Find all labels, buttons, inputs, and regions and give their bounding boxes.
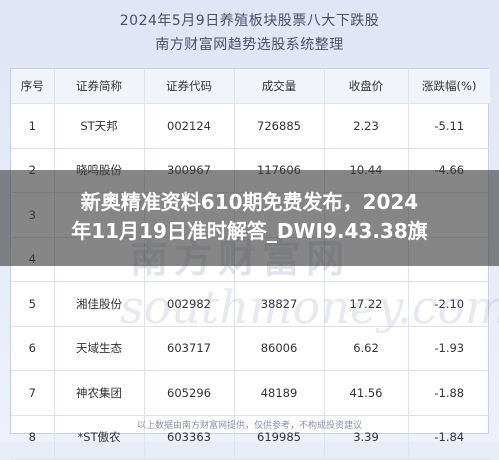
col-header-index: 序号	[11, 69, 55, 104]
page-title: 2024年5月9日养殖板块股票八大下跌股	[119, 13, 380, 29]
table-row: 5 湘佳股份 002982 38827 17.22 -2.10	[11, 281, 490, 327]
table-row: 6 天域生态 603717 86006 6.62 -1.93	[11, 326, 490, 371]
cell-close: 2.23	[324, 103, 409, 149]
overlay-banner: 新奥精准资料610期免费发布，2024 年11月19日准时解答_DWI9.43.…	[0, 170, 499, 266]
cell-volume: 726885	[234, 103, 325, 149]
cell-change: -5.11	[408, 103, 490, 149]
cell-close: 41.56	[324, 370, 409, 416]
col-header-volume: 成交量	[234, 69, 325, 104]
banner-line-2: 年11月19日准时解答_DWI9.43.38旗	[71, 219, 428, 243]
overlay-banner-text: 新奥精准资料610期免费发布，2024 年11月19日准时解答_DWI9.43.…	[0, 188, 499, 246]
cell-name: 天域生态	[54, 326, 145, 371]
cell-close: 6.62	[324, 326, 409, 371]
cell-change: -2.10	[408, 281, 490, 327]
col-header-change: 涨跌幅(%)	[408, 69, 490, 104]
cell-close: 17.22	[324, 281, 409, 327]
cell-name: 神农集团	[54, 370, 145, 416]
cell-index: 6	[11, 326, 55, 371]
cell-change: -1.88	[408, 370, 490, 416]
cell-name: 湘佳股份	[54, 281, 145, 327]
cell-code: 002124	[144, 103, 235, 149]
cell-name: ST天邦	[54, 103, 145, 149]
page-subtitle: 南方财富网趋势选股系统整理	[155, 37, 344, 53]
cell-volume: 48189	[234, 370, 325, 416]
cell-index: 5	[11, 281, 55, 327]
cell-index: 7	[11, 370, 55, 416]
cell-code: 605296	[144, 370, 235, 416]
watermark-logo-en: southmoney.com	[120, 280, 499, 334]
col-header-close: 收盘价	[324, 69, 409, 104]
cell-volume: 38827	[234, 281, 325, 327]
table-row: 1 ST天邦 002124 726885 2.23 -5.11	[11, 103, 490, 149]
banner-line-1: 新奥精准资料610期免费发布，2024	[80, 190, 419, 214]
footer-note: 以上数据由南方财富网提供，仅供参考，不构成投资建议	[136, 421, 362, 431]
table-row: 7 神农集团 605296 48189 41.56 -1.88	[11, 370, 490, 416]
cell-code: 002982	[144, 281, 235, 327]
cell-index: 1	[11, 103, 55, 149]
col-header-name: 证券简称	[54, 69, 145, 104]
cell-volume: 86006	[234, 326, 325, 371]
col-header-code: 证券代码	[144, 69, 235, 104]
cell-change: -1.93	[408, 326, 490, 371]
table-header-row: 序号 证券简称 证券代码 成交量 收盘价 涨跌幅(%)	[11, 69, 490, 104]
cell-code: 603717	[144, 326, 235, 371]
